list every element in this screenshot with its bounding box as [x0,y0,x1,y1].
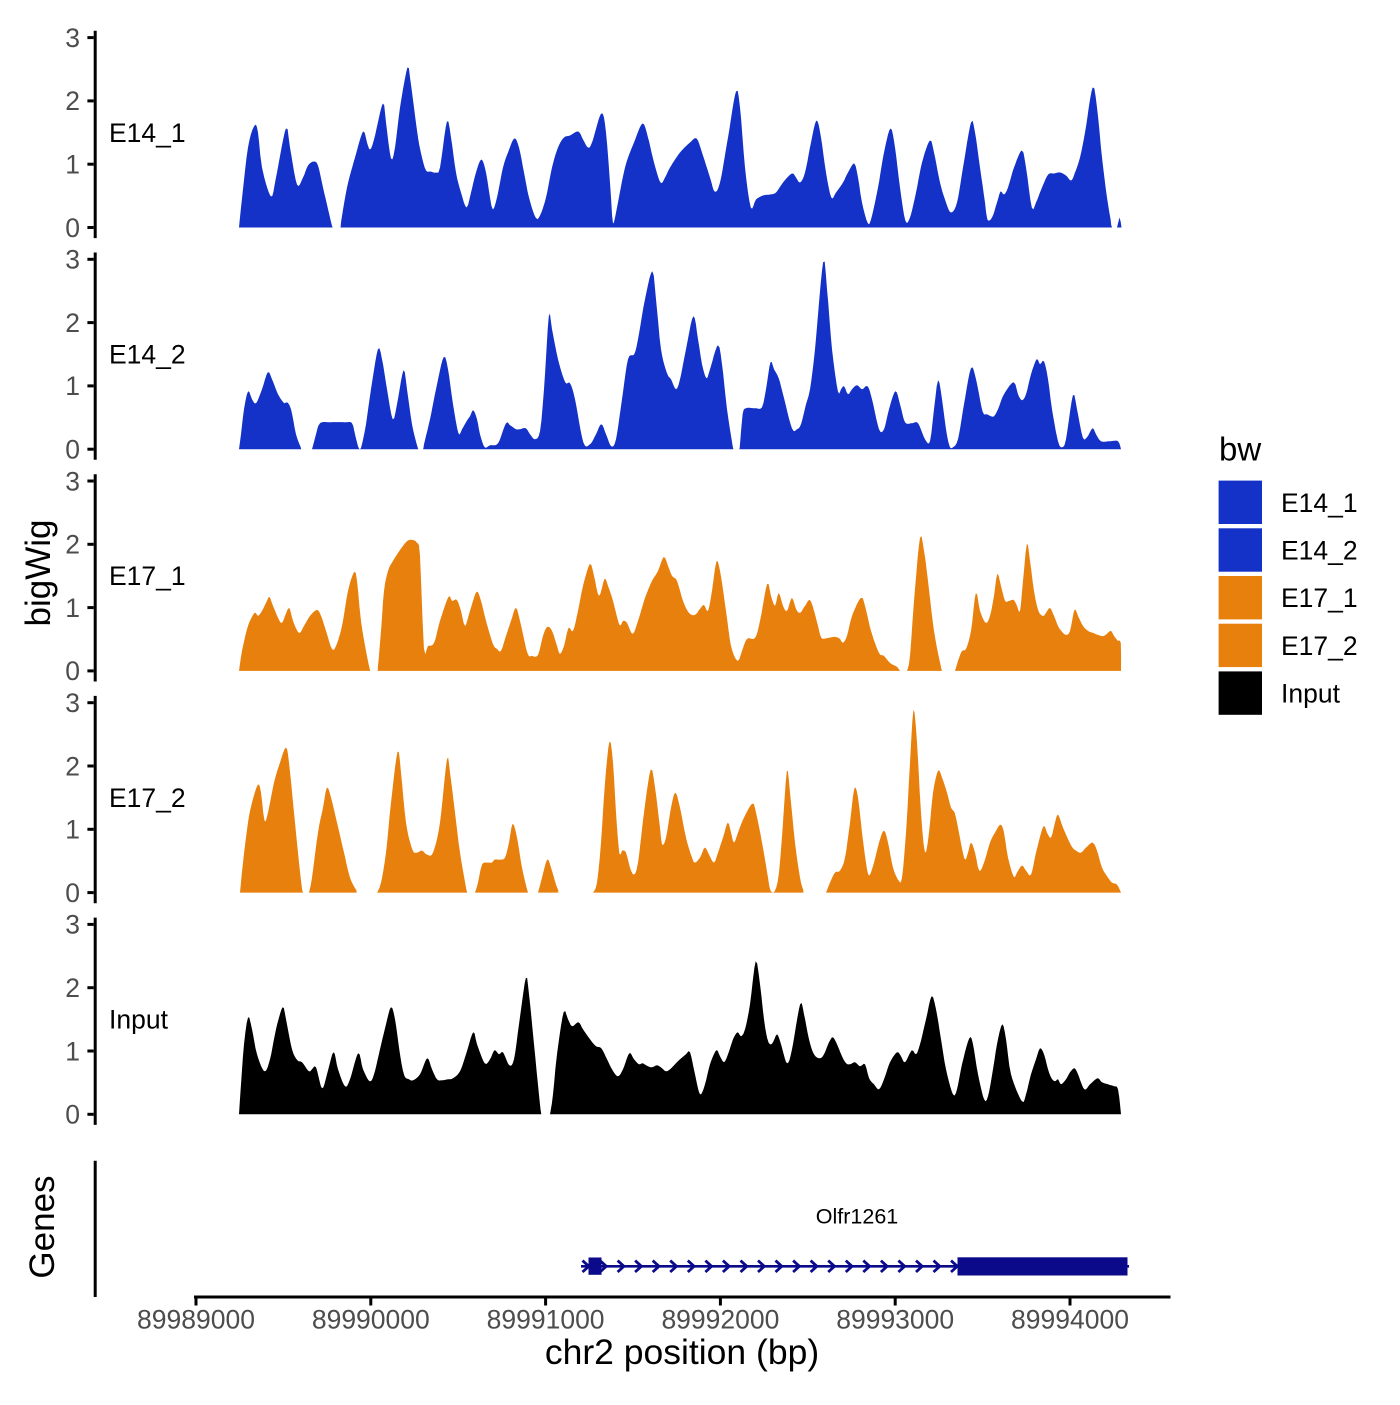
svg-text:0: 0 [65,656,80,686]
svg-text:E17_2: E17_2 [1281,631,1358,661]
svg-text:E14_1: E14_1 [1281,488,1358,518]
svg-text:89989000: 89989000 [137,1305,255,1335]
svg-text:Olfr1261: Olfr1261 [816,1205,898,1229]
svg-text:bigWig: bigWig [19,520,58,627]
svg-text:0: 0 [65,213,80,243]
svg-text:Input: Input [109,1005,169,1035]
svg-text:0: 0 [65,1100,80,1130]
svg-text:89992000: 89992000 [661,1305,779,1335]
svg-text:2: 2 [65,308,80,338]
svg-text:Input: Input [1281,679,1341,709]
svg-text:3: 3 [65,23,80,53]
svg-text:89994000: 89994000 [1011,1305,1129,1335]
svg-text:2: 2 [65,751,80,781]
svg-text:1: 1 [65,150,80,180]
svg-text:1: 1 [65,371,80,401]
svg-text:E14_2: E14_2 [109,340,186,370]
svg-text:3: 3 [65,910,80,940]
svg-text:E14_2: E14_2 [1281,536,1358,566]
svg-text:0: 0 [65,878,80,908]
svg-text:bw: bw [1219,431,1261,468]
svg-text:89991000: 89991000 [487,1305,605,1335]
svg-text:89993000: 89993000 [836,1305,954,1335]
svg-text:chr2 position (bp): chr2 position (bp) [545,1332,819,1372]
svg-text:E17_1: E17_1 [1281,583,1358,613]
svg-text:0: 0 [65,435,80,465]
svg-text:2: 2 [65,86,80,116]
svg-text:1: 1 [65,593,80,623]
svg-text:E17_2: E17_2 [109,783,186,813]
svg-text:2: 2 [65,530,80,560]
svg-text:2: 2 [65,973,80,1003]
svg-text:89990000: 89990000 [312,1305,430,1335]
svg-text:3: 3 [65,466,80,496]
svg-text:1: 1 [65,1036,80,1066]
svg-text:E17_1: E17_1 [109,561,186,591]
svg-text:3: 3 [65,688,80,718]
svg-text:1: 1 [65,815,80,845]
svg-text:3: 3 [65,245,80,275]
svg-text:Genes: Genes [23,1175,62,1278]
svg-text:E14_1: E14_1 [109,118,186,148]
